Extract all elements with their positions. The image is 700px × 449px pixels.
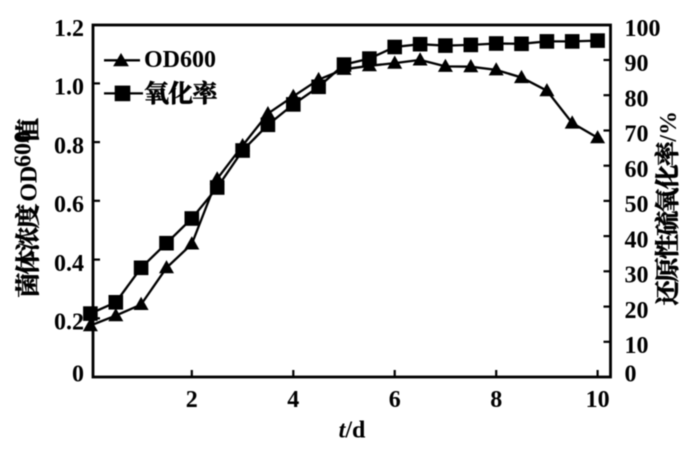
svg-text:t/d: t/d — [339, 418, 366, 444]
svg-text:0.6: 0.6 — [54, 192, 84, 218]
svg-text:OD600: OD600 — [144, 47, 216, 73]
svg-text:70: 70 — [625, 122, 649, 148]
svg-text:100: 100 — [625, 16, 661, 42]
svg-text:OD: OD — [17, 166, 43, 202]
svg-text:60: 60 — [625, 157, 649, 183]
svg-text:80: 80 — [625, 86, 649, 112]
svg-text:0.4: 0.4 — [54, 251, 84, 277]
svg-text:1.2: 1.2 — [54, 16, 84, 42]
svg-text:4: 4 — [287, 387, 299, 413]
svg-text:2: 2 — [186, 387, 198, 413]
svg-text:0.2: 0.2 — [54, 310, 84, 336]
svg-text:10: 10 — [625, 333, 649, 359]
svg-text:0: 0 — [625, 362, 637, 388]
svg-text:/%: /% — [656, 111, 682, 143]
svg-text:0: 0 — [72, 362, 84, 388]
svg-text:0.8: 0.8 — [54, 133, 84, 159]
svg-text:10: 10 — [586, 387, 610, 413]
svg-text:40: 40 — [625, 227, 649, 253]
svg-text:6: 6 — [389, 387, 401, 413]
svg-text:8: 8 — [490, 387, 502, 413]
svg-text:50: 50 — [625, 192, 649, 218]
svg-text:90: 90 — [625, 51, 649, 77]
svg-text:30: 30 — [625, 263, 649, 289]
svg-text:20: 20 — [625, 298, 649, 324]
svg-text:1.0: 1.0 — [54, 75, 84, 101]
